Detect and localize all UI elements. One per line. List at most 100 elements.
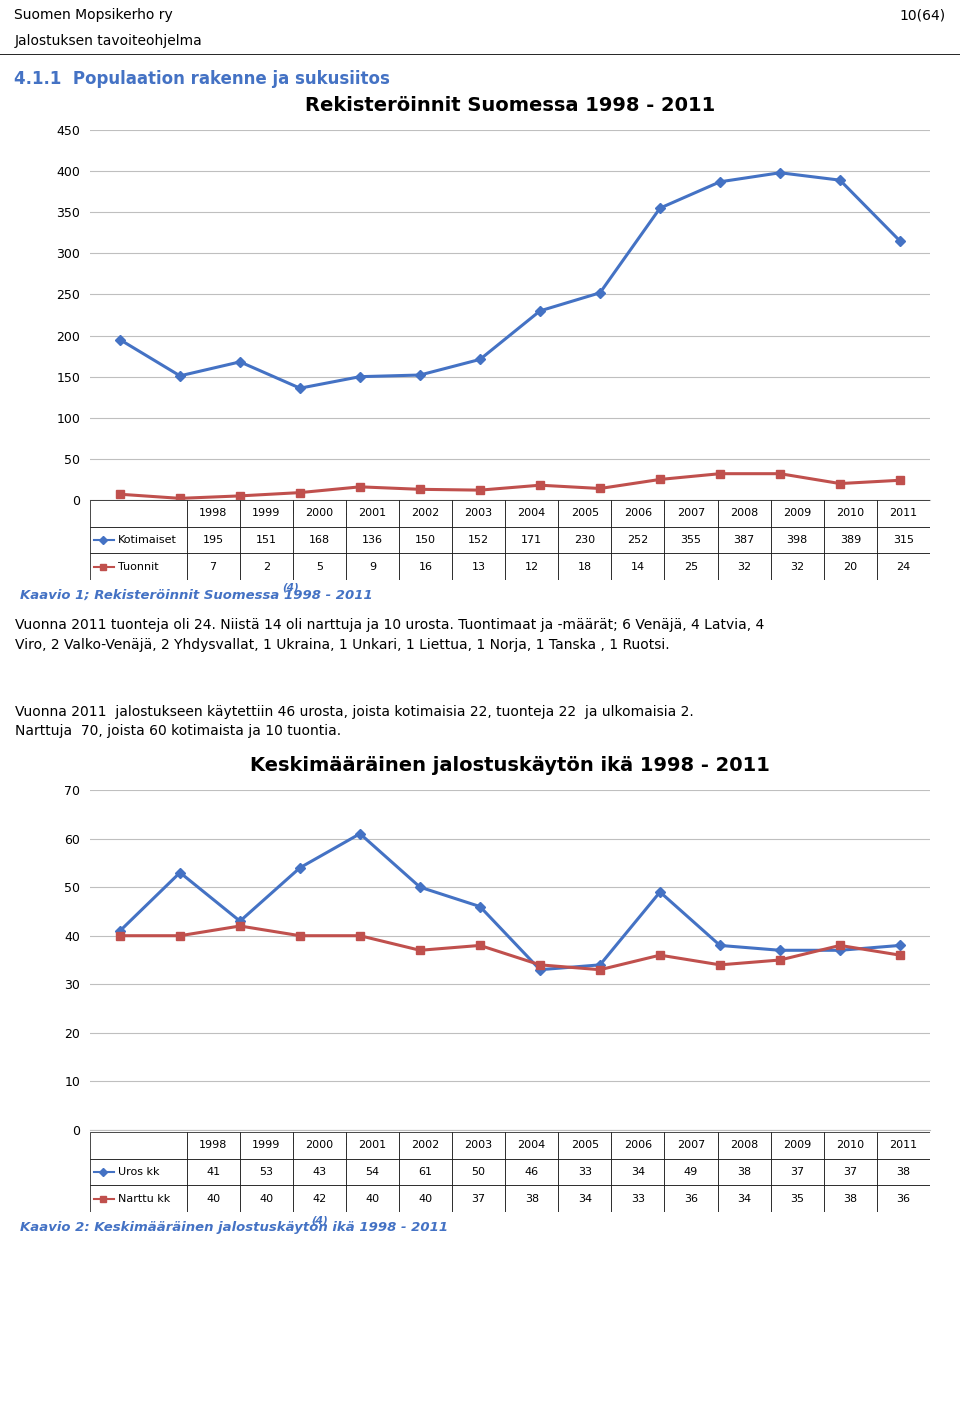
Text: 168: 168 <box>309 535 330 545</box>
FancyBboxPatch shape <box>505 1159 559 1185</box>
FancyBboxPatch shape <box>186 499 240 526</box>
FancyBboxPatch shape <box>399 1133 452 1159</box>
FancyBboxPatch shape <box>771 1133 824 1159</box>
Text: 34: 34 <box>737 1193 752 1203</box>
FancyBboxPatch shape <box>664 1133 717 1159</box>
FancyBboxPatch shape <box>612 1159 664 1185</box>
FancyBboxPatch shape <box>559 553 612 580</box>
FancyBboxPatch shape <box>399 1159 452 1185</box>
FancyBboxPatch shape <box>771 526 824 553</box>
Text: 13: 13 <box>471 561 486 571</box>
FancyBboxPatch shape <box>824 526 876 553</box>
FancyBboxPatch shape <box>240 553 293 580</box>
Text: 2008: 2008 <box>730 1140 758 1151</box>
FancyBboxPatch shape <box>346 526 399 553</box>
Text: 150: 150 <box>415 535 436 545</box>
Text: 49: 49 <box>684 1166 698 1178</box>
FancyBboxPatch shape <box>876 1133 930 1159</box>
FancyBboxPatch shape <box>718 1159 771 1185</box>
FancyBboxPatch shape <box>876 499 930 526</box>
Text: 2004: 2004 <box>517 1140 546 1151</box>
Text: 38: 38 <box>843 1193 857 1203</box>
Text: Uros kk: Uros kk <box>118 1166 159 1178</box>
Text: 7: 7 <box>209 561 217 571</box>
FancyBboxPatch shape <box>240 526 293 553</box>
FancyBboxPatch shape <box>399 526 452 553</box>
Text: 389: 389 <box>840 535 861 545</box>
FancyBboxPatch shape <box>186 1159 240 1185</box>
FancyBboxPatch shape <box>452 1185 505 1211</box>
FancyBboxPatch shape <box>771 499 824 526</box>
FancyBboxPatch shape <box>293 499 346 526</box>
FancyBboxPatch shape <box>559 1159 612 1185</box>
Text: Kaavio 2: Keskimääräinen jalostuskäytön ikä 1998 - 2011: Kaavio 2: Keskimääräinen jalostuskäytön … <box>19 1221 447 1234</box>
Text: 2004: 2004 <box>517 508 546 518</box>
Text: Vuonna 2011  jalostukseen käytettiin 46 urosta, joista kotimaisia 22, tuonteja 2: Vuonna 2011 jalostukseen käytettiin 46 u… <box>15 705 694 739</box>
Text: 20: 20 <box>843 561 857 571</box>
FancyBboxPatch shape <box>505 1185 559 1211</box>
Text: 40: 40 <box>259 1193 274 1203</box>
Text: 50: 50 <box>471 1166 486 1178</box>
FancyBboxPatch shape <box>452 499 505 526</box>
FancyBboxPatch shape <box>186 1185 240 1211</box>
Text: 38: 38 <box>525 1193 539 1203</box>
Text: 1999: 1999 <box>252 508 280 518</box>
Text: 46: 46 <box>525 1166 539 1178</box>
Text: 54: 54 <box>366 1166 379 1178</box>
FancyBboxPatch shape <box>346 499 399 526</box>
Text: 2000: 2000 <box>305 508 333 518</box>
FancyBboxPatch shape <box>824 499 876 526</box>
FancyBboxPatch shape <box>240 1185 293 1211</box>
Text: Vuonna 2011 tuonteja oli 24. Niistä 14 oli narttuja ja 10 urosta. Tuontimaat ja : Vuonna 2011 tuonteja oli 24. Niistä 14 o… <box>15 618 764 651</box>
Text: 10(64): 10(64) <box>900 8 946 23</box>
FancyBboxPatch shape <box>718 1133 771 1159</box>
FancyBboxPatch shape <box>293 553 346 580</box>
Text: 9: 9 <box>369 561 376 571</box>
FancyBboxPatch shape <box>399 553 452 580</box>
FancyBboxPatch shape <box>612 499 664 526</box>
Text: 40: 40 <box>206 1193 220 1203</box>
FancyBboxPatch shape <box>876 1159 930 1185</box>
Title: Keskimääräinen jalostuskäytön ikä 1998 - 2011: Keskimääräinen jalostuskäytön ikä 1998 -… <box>250 756 770 775</box>
FancyBboxPatch shape <box>876 526 930 553</box>
FancyBboxPatch shape <box>186 526 240 553</box>
Text: 42: 42 <box>312 1193 326 1203</box>
Text: 2001: 2001 <box>358 508 387 518</box>
Text: 136: 136 <box>362 535 383 545</box>
Text: 40: 40 <box>419 1193 433 1203</box>
FancyBboxPatch shape <box>612 526 664 553</box>
FancyBboxPatch shape <box>452 1159 505 1185</box>
Text: 34: 34 <box>631 1166 645 1178</box>
Text: 2005: 2005 <box>571 1140 599 1151</box>
FancyBboxPatch shape <box>505 1133 559 1159</box>
FancyBboxPatch shape <box>664 1159 717 1185</box>
Text: 33: 33 <box>631 1193 645 1203</box>
Text: Tuonnit: Tuonnit <box>118 561 158 571</box>
Text: Jalostuksen tavoiteohjelma: Jalostuksen tavoiteohjelma <box>14 34 203 48</box>
FancyBboxPatch shape <box>559 499 612 526</box>
FancyBboxPatch shape <box>452 1133 505 1159</box>
FancyBboxPatch shape <box>876 553 930 580</box>
Text: 252: 252 <box>627 535 649 545</box>
Text: 2: 2 <box>263 561 270 571</box>
FancyBboxPatch shape <box>346 553 399 580</box>
Text: 35: 35 <box>790 1193 804 1203</box>
FancyBboxPatch shape <box>90 553 186 580</box>
FancyBboxPatch shape <box>824 553 876 580</box>
FancyBboxPatch shape <box>559 526 612 553</box>
FancyBboxPatch shape <box>824 1133 876 1159</box>
FancyBboxPatch shape <box>664 553 717 580</box>
FancyBboxPatch shape <box>664 526 717 553</box>
Text: Narttu kk: Narttu kk <box>118 1193 170 1203</box>
FancyBboxPatch shape <box>824 1185 876 1211</box>
Text: 171: 171 <box>521 535 542 545</box>
Text: 36: 36 <box>684 1193 698 1203</box>
FancyBboxPatch shape <box>90 1159 186 1185</box>
Text: 2006: 2006 <box>624 1140 652 1151</box>
FancyBboxPatch shape <box>90 1185 186 1211</box>
Text: 38: 38 <box>737 1166 752 1178</box>
FancyBboxPatch shape <box>612 553 664 580</box>
Text: 25: 25 <box>684 561 698 571</box>
Text: 2003: 2003 <box>465 1140 492 1151</box>
Text: 2002: 2002 <box>412 508 440 518</box>
